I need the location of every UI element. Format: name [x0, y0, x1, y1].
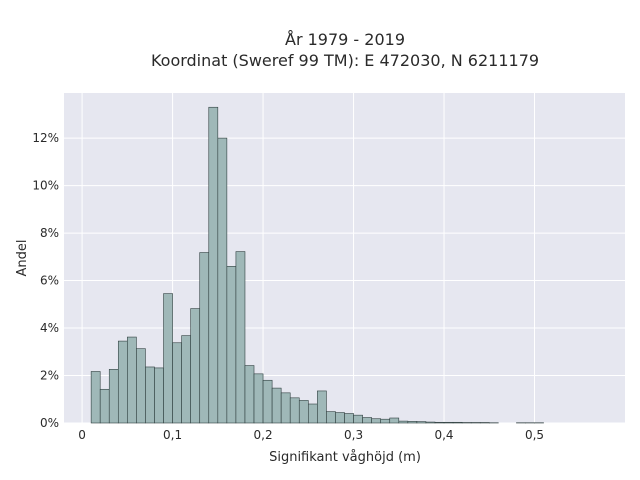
- x-tick-label: 0,5: [525, 428, 544, 442]
- y-tick-label: 0%: [40, 416, 59, 430]
- histogram-bar: [226, 266, 237, 424]
- histogram-bar: [199, 252, 210, 424]
- y-tick-label: 4%: [40, 321, 59, 335]
- x-tick-label: 0,4: [434, 428, 453, 442]
- chart-title-line2: Koordinat (Sweref 99 TM): E 472030, N 62…: [151, 51, 539, 70]
- y-axis-label: Andel: [15, 240, 30, 277]
- histogram-bar: [253, 373, 264, 424]
- histogram-bar: [362, 417, 372, 424]
- y-tick-label: 6%: [40, 274, 59, 288]
- histogram-bar: [416, 421, 427, 424]
- x-axis-label: Signifikant våghöjd (m): [269, 450, 421, 465]
- bar-series: [90, 106, 544, 424]
- histogram-bar: [163, 293, 173, 424]
- histogram-bar: [208, 106, 219, 424]
- histogram-bar: [380, 418, 391, 424]
- histogram-bar: [452, 421, 463, 424]
- histogram-bar: [308, 403, 318, 424]
- histogram-bar: [289, 397, 300, 424]
- x-axis-ticks: 0 0,1 0,2 0,3 0,4 0,5: [78, 428, 544, 442]
- histogram-bar: [244, 365, 255, 424]
- x-tick-label: 0,3: [344, 428, 363, 442]
- histogram-bar: [127, 336, 137, 424]
- histogram-bar: [317, 390, 327, 424]
- histogram-bar: [389, 417, 400, 424]
- histogram-bar: [99, 388, 110, 424]
- x-tick-label: 0,1: [163, 428, 182, 442]
- histogram-bar: [326, 411, 336, 424]
- x-tick-label: 0: [78, 428, 86, 442]
- x-tick-label: 0,2: [254, 428, 273, 442]
- histogram-bar: [280, 392, 291, 424]
- histogram-bar: [434, 421, 445, 424]
- histogram-bar: [335, 412, 345, 424]
- y-tick-label: 10%: [32, 179, 59, 193]
- histogram-bar: [217, 137, 228, 424]
- histogram-bar: [398, 420, 409, 424]
- y-tick-label: 8%: [40, 226, 59, 240]
- histogram-bar: [190, 308, 201, 424]
- histogram-bar: [353, 414, 363, 424]
- histogram-bar: [145, 366, 155, 424]
- histogram-bar: [90, 371, 101, 424]
- histogram-bar: [271, 387, 282, 424]
- histogram-bar: [344, 413, 354, 424]
- histogram-bar: [262, 379, 273, 424]
- histogram-bar: [172, 342, 182, 424]
- histogram-bar: [181, 335, 191, 424]
- y-tick-label: 2%: [40, 369, 59, 383]
- histogram-bar: [425, 421, 436, 424]
- histogram-bar: [298, 400, 309, 424]
- chart-title-line1: År 1979 - 2019: [285, 30, 405, 49]
- histogram-bar: [154, 367, 164, 424]
- histogram-bar: [117, 340, 128, 424]
- y-tick-label: 12%: [32, 131, 59, 145]
- histogram-bar: [443, 421, 454, 424]
- histogram-bar: [407, 421, 418, 424]
- histogram-bar: [371, 418, 381, 424]
- histogram-bar: [108, 369, 119, 424]
- y-axis-ticks: 0% 2% 4% 6% 8% 10% 12%: [32, 131, 59, 430]
- histogram-bar: [235, 251, 246, 424]
- histogram-bar: [136, 348, 146, 424]
